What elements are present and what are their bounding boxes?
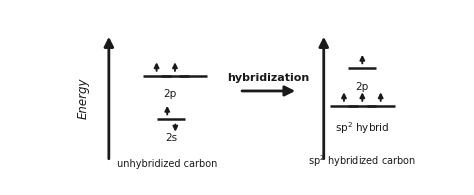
Text: 2p: 2p <box>356 82 369 92</box>
Text: Energy: Energy <box>77 78 90 119</box>
Text: unhybridized carbon: unhybridized carbon <box>118 159 218 169</box>
Text: 2s: 2s <box>165 133 177 143</box>
Text: sp$^2$ hybrid: sp$^2$ hybrid <box>335 120 390 136</box>
Text: 2p: 2p <box>163 90 176 99</box>
Text: hybridization: hybridization <box>228 73 310 83</box>
Text: sp$^2$ hybridized carbon: sp$^2$ hybridized carbon <box>308 153 416 169</box>
